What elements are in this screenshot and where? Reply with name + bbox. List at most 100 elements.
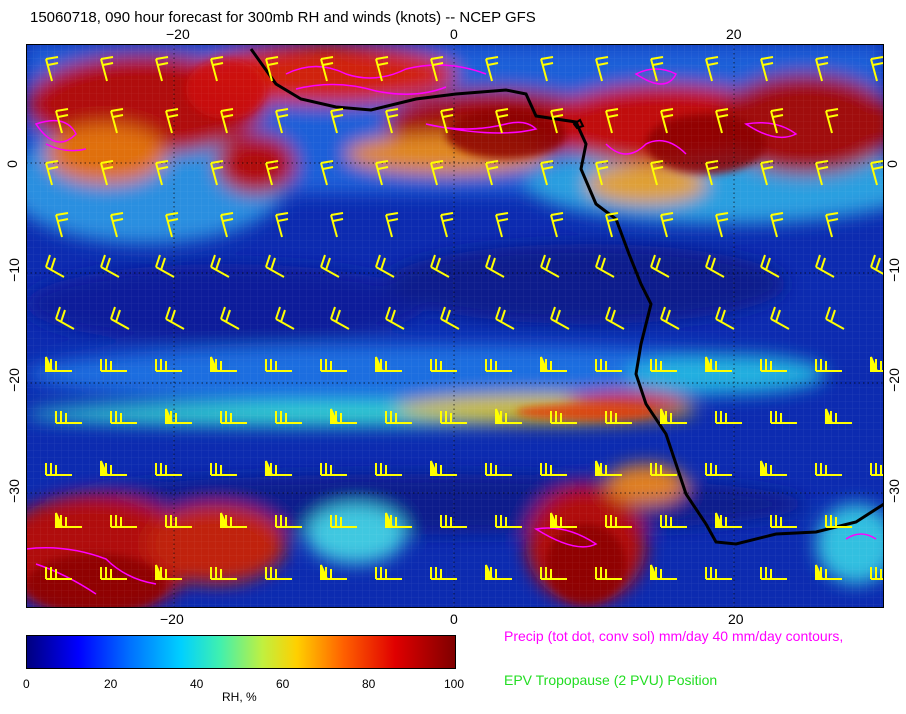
wind-barb [540,254,560,278]
wind-barb [825,306,845,330]
wind-barb [100,254,120,278]
wind-barb [540,463,567,476]
bottom-lon-tick: −20 [160,611,184,627]
wind-barb [715,411,742,424]
wind-barb [330,306,350,330]
wind-barb [495,212,509,238]
wind-barb [330,212,344,238]
wind-barb [605,515,632,528]
wind-barb [660,408,687,424]
colorbar-tick: 20 [104,677,118,691]
wind-barb [815,564,842,580]
wind-barb [550,411,577,424]
right-lat-tick: −20 [885,368,902,392]
wind-barb [220,108,234,134]
top-lon-tick: −20 [166,26,190,42]
bottom-lon-tick: 20 [728,611,744,627]
wind-barb [650,359,677,372]
wind-barb [165,515,192,528]
top-lon-tick: 0 [450,26,458,42]
wind-barb [165,306,185,330]
wind-barb [595,567,622,580]
wind-barb [45,356,72,372]
wind-barb [815,160,829,186]
wind-barb [155,359,182,372]
wind-barb [870,567,884,580]
bottom-lon-tick: 0 [450,611,458,627]
wind-barb [375,254,395,278]
wind-barb [210,356,237,372]
wind-barb [275,515,302,528]
wind-barb [485,564,512,580]
wind-barb [605,108,619,134]
wind-barb [45,567,72,580]
right-lat-tick: −30 [885,479,902,503]
wind-barb [495,408,522,424]
wind-barb [485,56,499,82]
wind-barb [430,254,450,278]
wind-barb [275,212,289,238]
colorbar-tick: 80 [362,677,376,691]
wind-barb [385,212,399,238]
wind-barb [165,408,192,424]
wind-barb [825,108,839,134]
wind-barb [320,359,347,372]
wind-barb [760,160,774,186]
wind-barb [770,515,797,528]
wind-barb [45,160,59,186]
wind-barb [155,160,169,186]
wind-barb [265,254,285,278]
wind-barb [485,463,512,476]
wind-barb [650,254,670,278]
wind-barb [705,567,732,580]
tropopause-legend: EPV Tropopause (2 PVU) Position [504,672,718,688]
wind-barb [265,567,292,580]
rh-colorbar [26,635,456,669]
right-lat-tick: −10 [885,258,902,282]
colorbar-tick: 40 [190,677,204,691]
left-lat-tick: −10 [5,258,22,282]
wind-barb [155,254,175,278]
wind-barb [770,212,784,238]
wind-barb [110,108,124,134]
left-lat-tick: 0 [3,160,20,168]
wind-barb [320,463,347,476]
wind-barb [660,212,674,238]
right-lat-tick: 0 [883,160,900,168]
wind-barb [660,108,674,134]
wind-barb [605,411,632,424]
wind-barb [430,160,444,186]
wind-barb [760,56,774,82]
wind-barb [540,160,554,186]
wind-barb [220,306,240,330]
wind-barb [815,56,829,82]
wind-barb [825,408,852,424]
wind-barb [385,108,399,134]
wind-barb [55,108,69,134]
wind-barb [595,56,609,82]
wind-barb [320,160,334,186]
wind-barb [165,108,179,134]
wind-barb [870,254,884,276]
wind-barb [760,567,787,580]
wind-barb [540,567,567,580]
wind-barb [330,515,357,528]
wind-barb [870,56,884,82]
wind-barb [430,460,457,476]
wind-barb [220,512,247,528]
wind-barb [715,306,735,330]
wind-barb [550,306,570,330]
wind-barb [760,254,780,278]
wind-barb [100,160,114,186]
wind-barb [220,212,234,238]
wind-barb [385,512,412,528]
wind-barb [55,411,82,424]
wind-barb [375,56,389,82]
wind-barb [495,306,515,330]
wind-barb [440,108,454,134]
wind-barb [595,460,622,476]
wind-barb [210,56,224,82]
wind-barb [110,515,137,528]
wind-barb [385,411,412,424]
wind-barb [265,460,292,476]
